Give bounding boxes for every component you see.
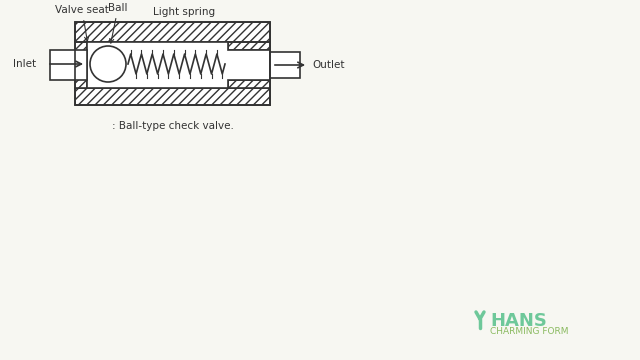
Text: Inlet: Inlet [13,59,36,69]
Polygon shape [75,42,87,88]
Polygon shape [228,42,270,50]
Polygon shape [50,50,87,80]
Text: Light spring: Light spring [154,7,216,17]
Polygon shape [270,52,300,78]
Text: CHARMING FORM: CHARMING FORM [490,327,568,336]
Text: Outlet: Outlet [312,60,344,70]
Text: Valve seat: Valve seat [55,5,109,41]
Polygon shape [87,42,270,88]
Circle shape [90,46,126,82]
Text: HANS: HANS [490,312,547,330]
Text: Ball: Ball [108,3,128,43]
Polygon shape [75,88,270,105]
Text: : Ball-type check valve.: : Ball-type check valve. [111,121,234,131]
Polygon shape [75,22,270,42]
Polygon shape [228,80,270,88]
